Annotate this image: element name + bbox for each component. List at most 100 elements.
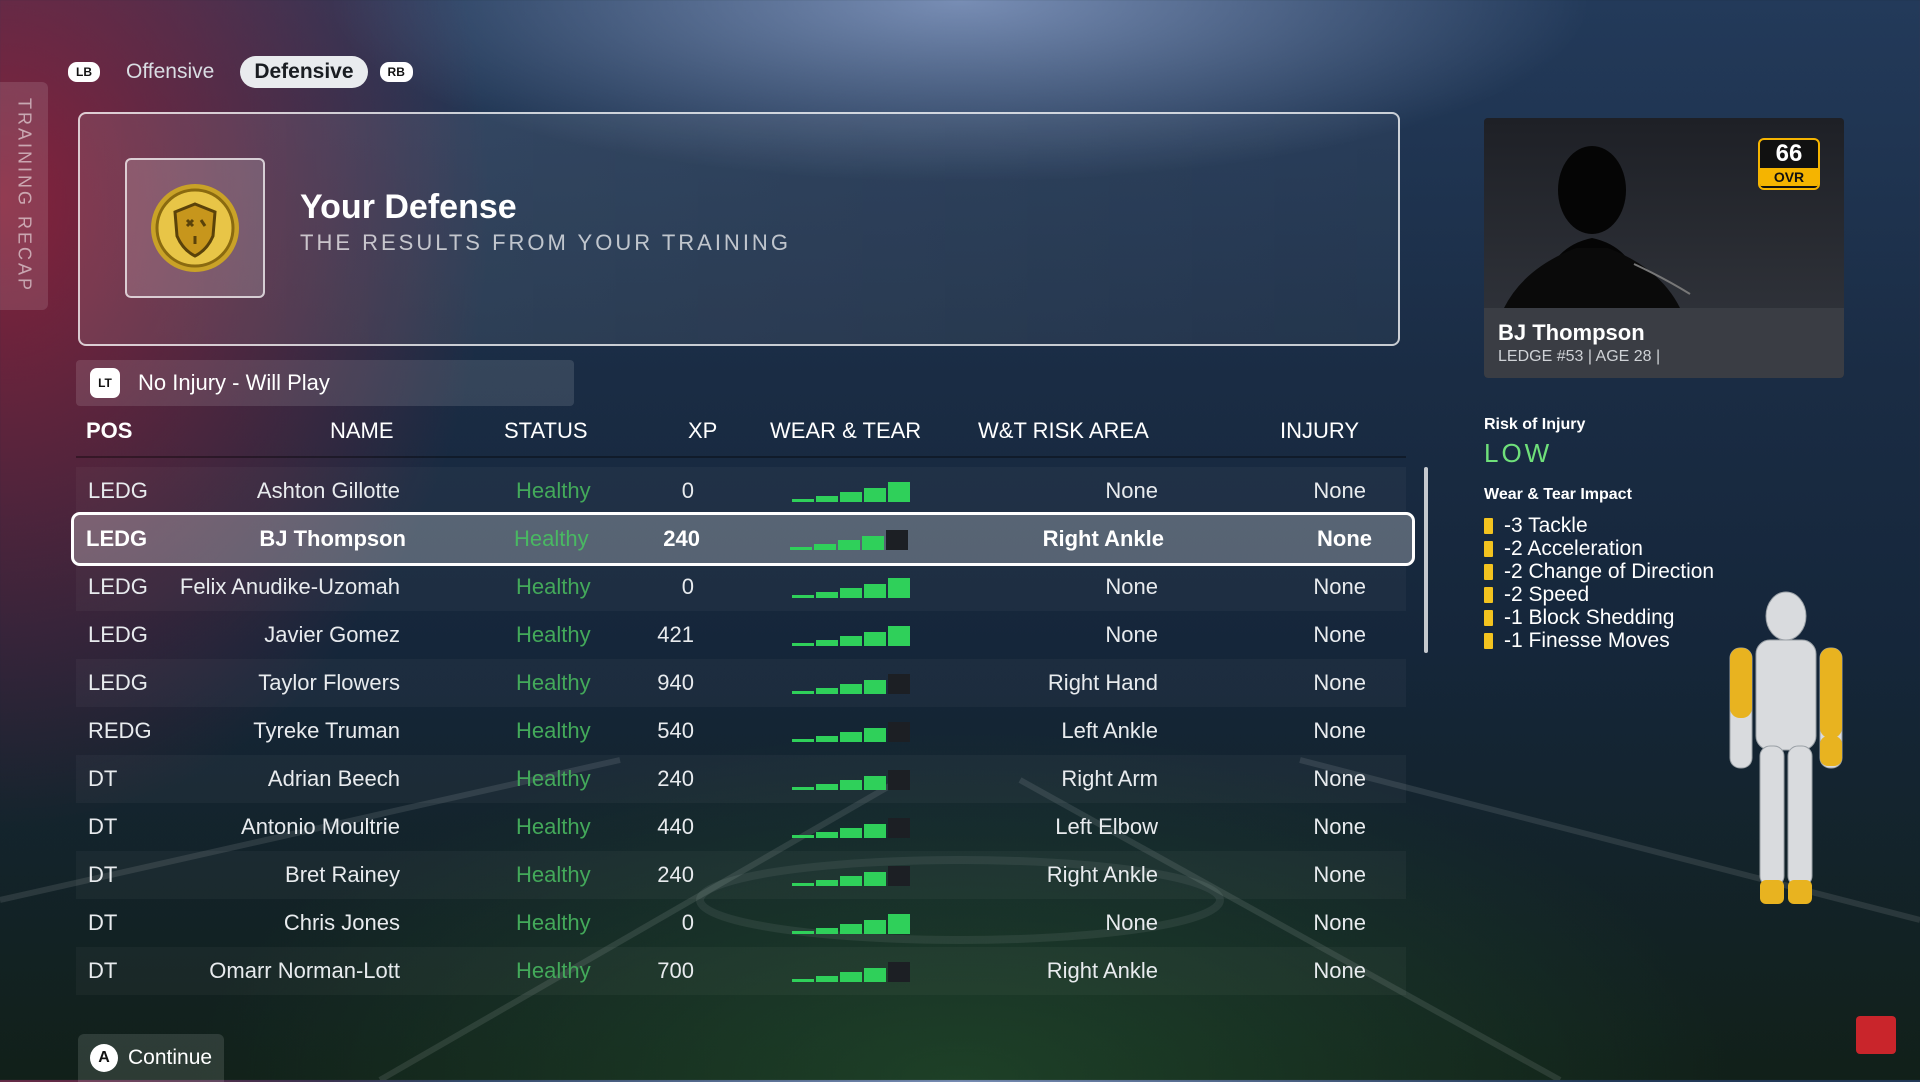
cell-injury: None (1313, 478, 1366, 503)
cell-risk-area: None (1105, 478, 1158, 503)
wear-tear-meter (790, 530, 908, 550)
impact-item: -1 Finesse Moves (1484, 629, 1714, 652)
impact-text: -1 Finesse Moves (1504, 629, 1670, 652)
wear-tear-bar (792, 595, 814, 598)
cell-injury: None (1313, 622, 1366, 647)
tab-offensive[interactable]: Offensive (126, 60, 215, 83)
risk-of-injury-value: LOW (1484, 438, 1553, 468)
cell-pos: LEDG (88, 622, 148, 647)
wear-tear-bar (840, 924, 862, 934)
wear-tear-bar (864, 920, 886, 934)
table-row[interactable]: LEDG Javier Gomez Healthy 421 None None (76, 611, 1406, 659)
training-recap-side-tab[interactable]: TRAINING RECAP (0, 82, 48, 310)
lb-button-icon[interactable]: LB (68, 62, 100, 82)
badge-frame (125, 158, 265, 298)
table-row[interactable]: DT Adrian Beech Healthy 240 Right Arm None (76, 755, 1406, 803)
col-risk-area[interactable]: W&T RISK AREA (978, 418, 1149, 443)
cell-pos: DT (88, 958, 118, 983)
col-xp[interactable]: XP (688, 418, 718, 443)
rb-button-icon[interactable]: RB (379, 62, 413, 82)
col-pos[interactable]: POS (86, 418, 133, 443)
wear-tear-meter (792, 578, 910, 598)
wear-tear-bar (792, 787, 814, 790)
wear-tear-bar (792, 835, 814, 838)
wear-tear-bar (792, 643, 814, 646)
a-button-icon: A (90, 1044, 118, 1072)
wear-tear-bar (864, 488, 886, 502)
cell-name: Chris Jones (283, 910, 400, 935)
cell-pos: LEDG (86, 526, 148, 551)
col-status[interactable]: STATUS (504, 418, 588, 443)
tab-defensive[interactable]: Defensive (240, 56, 368, 88)
roster-table: LEDG Ashton Gillotte Healthy 0 None None LEDG B… (71, 467, 1415, 995)
table-row[interactable]: LEDG Ashton Gillotte Healthy 0 None None (76, 467, 1406, 515)
table-row[interactable]: DT Omarr Norman-Lott Healthy 700 Right Ankle… (76, 947, 1406, 995)
impact-item: -2 Speed (1484, 583, 1714, 606)
impact-bar-icon (1484, 610, 1493, 626)
col-wear-tear[interactable]: WEAR & TEAR (770, 418, 922, 443)
wear-tear-bar (888, 770, 910, 790)
cell-pos: LEDG (88, 574, 148, 599)
table-scrollbar[interactable] (1424, 467, 1428, 653)
wear-tear-meter (792, 818, 910, 838)
table-row[interactable]: LEDG BJ Thompson Healthy 240 Right Ankle None (71, 512, 1415, 566)
wear-tear-bar (888, 482, 910, 502)
impact-bar-icon (1484, 564, 1493, 580)
wear-tear-bar (838, 540, 860, 550)
table-row[interactable]: DT Antonio Moultrie Healthy 440 Left Elbow No… (76, 803, 1406, 851)
wear-tear-meter (792, 866, 910, 886)
cell-pos: LEDG (88, 670, 148, 695)
wear-tear-bar (816, 736, 838, 742)
player-name: BJ Thompson (1498, 320, 1645, 345)
player-silhouette-icon (1504, 146, 1691, 308)
cell-risk-area: Right Ankle (1042, 526, 1164, 551)
col-injury[interactable]: INJURY (1280, 418, 1360, 443)
cell-name: Tyreke Truman (253, 718, 400, 743)
lt-button-icon: LT (90, 368, 120, 398)
cell-status: Healthy (516, 766, 591, 791)
impact-item: -2 Acceleration (1484, 537, 1714, 560)
wear-tear-bar (886, 530, 908, 550)
table-row[interactable]: DT Bret Rainey Healthy 240 Right Ankle None (76, 851, 1406, 899)
wear-tear-bar (792, 499, 814, 502)
subscribe-icon[interactable] (1856, 1016, 1896, 1054)
cell-risk-area: None (1105, 910, 1158, 935)
cell-pos: REDG (88, 718, 152, 743)
wear-tear-bar (888, 722, 910, 742)
cell-risk-area: Right Hand (1047, 670, 1158, 695)
side-tab-label: TRAINING RECAP (14, 98, 35, 294)
injury-filter[interactable]: LT No Injury - Will Play (76, 360, 574, 406)
wear-tear-bar (840, 972, 862, 982)
table-row[interactable]: LEDG Felix Anudike-Uzomah Healthy 0 None None (76, 563, 1406, 611)
col-name[interactable]: NAME (330, 418, 394, 443)
wear-tear-bar (840, 588, 862, 598)
impact-bar-icon (1484, 518, 1493, 534)
defense-shield-badge-icon (151, 184, 239, 272)
continue-button[interactable]: A Continue (78, 1034, 224, 1082)
wear-tear-bar (816, 880, 838, 886)
wear-tear-bar (816, 976, 838, 982)
cell-status: Healthy (516, 478, 591, 503)
cell-risk-area: None (1105, 574, 1158, 599)
player-body-model (1729, 591, 1843, 904)
wear-tear-bar (888, 818, 910, 838)
cell-status: Healthy (516, 814, 591, 839)
table-row[interactable]: LEDG Taylor Flowers Healthy 940 Right Hand No… (76, 659, 1406, 707)
cell-xp: 240 (657, 862, 694, 887)
cell-name: BJ Thompson (259, 526, 406, 551)
page-title: Your Defense (300, 188, 517, 226)
wear-tear-meter (792, 770, 910, 790)
table-row[interactable]: REDG Tyreke Truman Healthy 540 Left Ankle Non… (76, 707, 1406, 755)
ovr-badge: 66 OVR (1758, 138, 1820, 190)
continue-label: Continue (128, 1046, 213, 1069)
cell-xp: 0 (681, 574, 694, 599)
cell-xp: 0 (681, 478, 694, 503)
wear-tear-bar (888, 626, 910, 646)
player-card: 66 OVR BJ Thompson LEDGE #53 | AGE 28 | (1484, 118, 1844, 378)
wear-tear-bar (864, 968, 886, 982)
wear-tear-bar (840, 876, 862, 886)
table-row[interactable]: DT Chris Jones Healthy 0 None None (76, 899, 1406, 947)
player-photo (1484, 118, 1844, 308)
cell-xp: 240 (663, 526, 700, 551)
impact-item: -2 Change of Direction (1484, 560, 1714, 583)
